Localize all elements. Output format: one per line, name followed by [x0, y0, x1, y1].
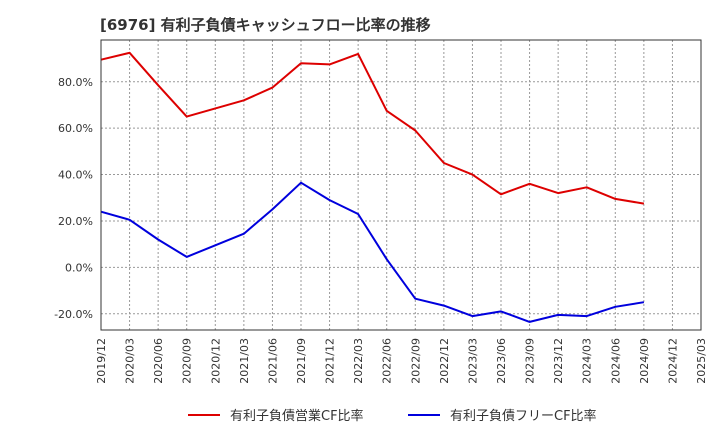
y-axis-ticks: -20.0% 0.0% 20.0% 40.0% 60.0% 80.0%	[54, 76, 93, 321]
x-tick-label: 2019/12	[95, 338, 108, 384]
y-tick-label: 40.0%	[58, 169, 93, 182]
x-tick-label: 2025/03	[695, 338, 708, 384]
series-line-2	[100, 181, 645, 323]
legend-label-1: 有利子負債営業CF比率	[230, 408, 364, 424]
x-tick-label: 2022/03	[352, 338, 365, 384]
x-tick-label: 2024/09	[638, 338, 651, 384]
x-tick-label: 2024/03	[581, 338, 594, 384]
x-tick-label: 2020/06	[152, 338, 165, 384]
y-tick-label: 20.0%	[58, 215, 93, 228]
x-tick-label: 2023/06	[495, 338, 508, 384]
x-tick-label: 2020/09	[181, 338, 194, 384]
x-tick-label: 2020/03	[124, 338, 137, 384]
series-lines	[100, 51, 645, 323]
x-tick-label: 2023/09	[524, 338, 537, 384]
x-tick-label: 2024/12	[666, 338, 679, 384]
y-tick-label: 0.0%	[65, 261, 93, 274]
x-tick-label: 2021/09	[295, 338, 308, 384]
grid-lines	[100, 40, 702, 330]
x-tick-label: 2023/03	[466, 338, 479, 384]
plot-area-border	[100, 39, 702, 331]
legend: 有利子負債営業CF比率 有利子負債フリーCF比率	[188, 408, 597, 424]
x-tick-label: 2022/09	[409, 338, 422, 384]
x-tick-label: 2021/06	[266, 338, 279, 384]
x-axis-ticks: 2019/12 2020/03 2020/06 2020/09 2020/12 2021/…	[95, 338, 708, 384]
x-tick-label: 2021/03	[238, 338, 251, 384]
series-line-1	[100, 51, 645, 205]
x-tick-label: 2020/12	[209, 338, 222, 384]
x-tick-label: 2024/06	[609, 338, 622, 384]
x-tick-label: 2022/06	[381, 338, 394, 384]
x-tick-label: 2022/12	[438, 338, 451, 384]
y-tick-label: -20.0%	[54, 308, 93, 321]
x-tick-label: 2021/12	[324, 338, 337, 384]
chart-title: [6976] 有利子負債キャッシュフロー比率の推移	[100, 16, 431, 34]
x-tick-label: 2023/12	[552, 338, 565, 384]
legend-label-2: 有利子負債フリーCF比率	[450, 408, 597, 424]
y-tick-label: 80.0%	[58, 76, 93, 89]
y-tick-label: 60.0%	[58, 122, 93, 135]
